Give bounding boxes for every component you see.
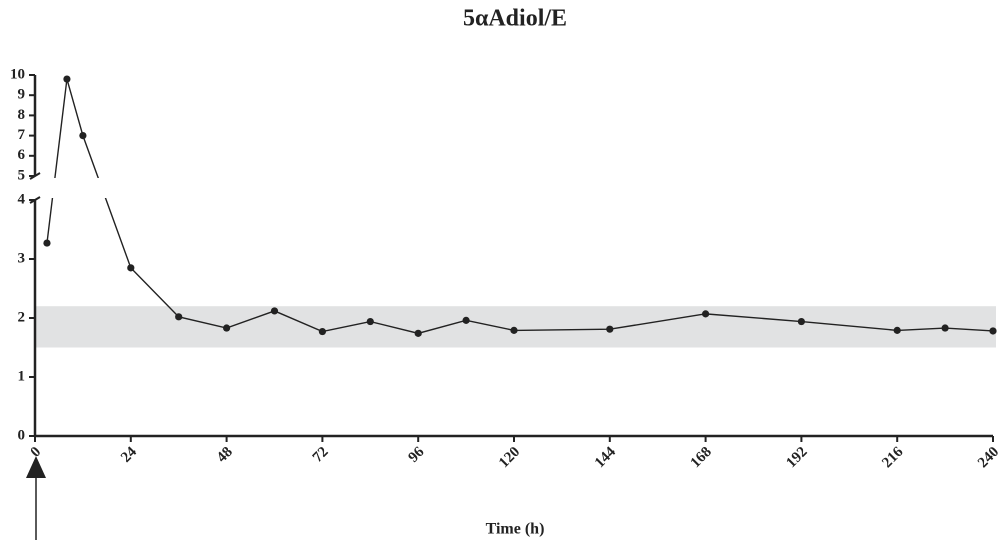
data-point [510, 326, 518, 334]
data-point [606, 325, 614, 333]
y-tick-label: 6 [18, 147, 26, 163]
injection-arrow [26, 456, 46, 540]
y-tick-label: 8 [18, 107, 26, 123]
x-tick-label: 24 [118, 444, 140, 466]
data-point [989, 327, 997, 335]
data-point [366, 317, 374, 326]
y-tick-label: 7 [18, 127, 26, 143]
y-tick-label: 5 [18, 167, 26, 183]
x-tick-label: 216 [879, 444, 907, 472]
data-point [63, 75, 71, 83]
data-point [223, 324, 231, 332]
x-tick-label: 192 [783, 444, 810, 471]
data-point [270, 307, 279, 315]
data-point [702, 310, 710, 318]
y-tick-label: 1 [18, 368, 26, 384]
axis-break-gap [37, 178, 995, 198]
x-tick-label: 168 [688, 444, 715, 471]
data-point [43, 239, 51, 247]
y-tick-label: 10 [10, 66, 25, 82]
data-point [79, 132, 87, 140]
x-tick-label: 0 [28, 444, 45, 461]
x-tick-label: 72 [310, 444, 332, 466]
y-tick-label: 2 [18, 309, 26, 325]
data-point [893, 326, 901, 334]
data-point [797, 317, 806, 326]
x-tick-label: 96 [406, 444, 428, 466]
data-line [46, 78, 994, 335]
chart-title: 5αAdiol/E [463, 6, 567, 32]
x-tick-label: 240 [975, 444, 1000, 471]
data-point [414, 329, 422, 337]
data-point [941, 324, 949, 332]
data-point [127, 264, 135, 272]
x-tick-label: 120 [496, 444, 523, 471]
y-tick-label: 9 [18, 87, 26, 103]
data-point [175, 313, 183, 321]
y-tick-label: 0 [18, 427, 26, 443]
y-tick-label: 4 [18, 191, 26, 207]
x-tick-label: 48 [214, 444, 236, 466]
data-point [462, 316, 470, 324]
data-point [318, 327, 326, 336]
reference-band [35, 306, 996, 348]
x-tick-label: 144 [592, 444, 620, 472]
x-axis-label: Time (h) [486, 521, 545, 538]
y-tick-label: 3 [18, 250, 26, 266]
